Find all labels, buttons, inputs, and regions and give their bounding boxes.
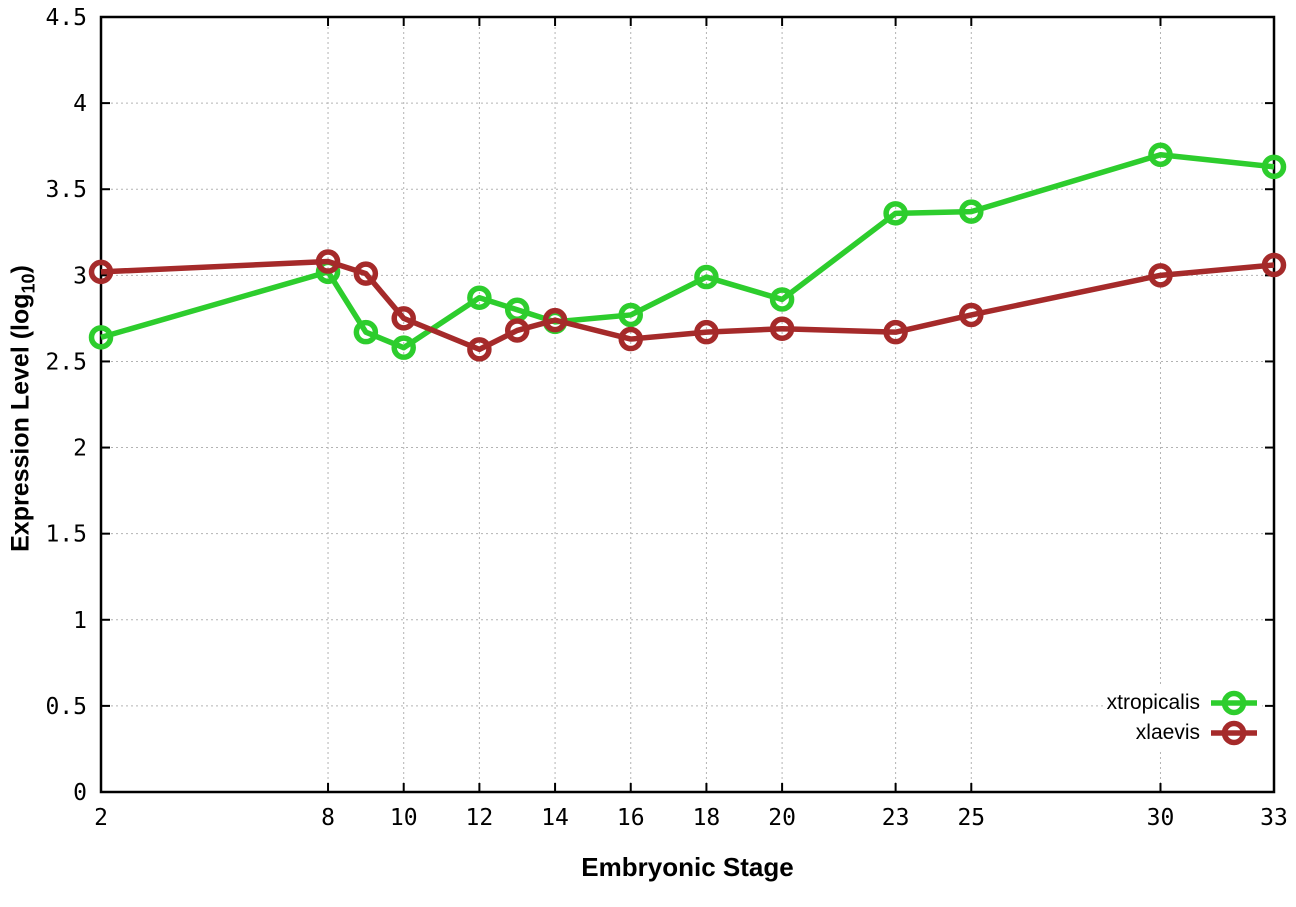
- y-tick-label: 3.5: [45, 177, 87, 203]
- grid-lines: [100, 16, 1275, 793]
- x-tick-label: 33: [1260, 805, 1288, 831]
- series-xtropicalis-line: [100, 152, 1275, 351]
- y-axis-title: Expression Level (log10): [7, 129, 40, 689]
- legend-marker-xlaevis-icon: [1211, 720, 1257, 746]
- y-tick-label: 3: [73, 263, 87, 289]
- axis-tick-labels: 2 8 10 12 14 16 18 20 23 25 30 33 0 0.5 1 1.5 2 2.5 3 3.5 4 4…: [45, 5, 1287, 831]
- data-point-xlaevis: [1148, 263, 1173, 288]
- data-point-xlaevis: [618, 326, 643, 352]
- data-point-xtropicalis: [467, 285, 492, 310]
- y-tick-label: 2.5: [45, 349, 87, 375]
- legend-marker-xtropicalis-icon: [1211, 690, 1257, 716]
- plot-border: [99, 15, 1276, 794]
- legend-label-xtropicalis: xtropicalis: [1106, 691, 1200, 714]
- x-tick-label: 18: [693, 805, 721, 831]
- y-axis-title-text: Expression Level (log: [6, 293, 35, 552]
- x-tick-label: 20: [768, 805, 796, 831]
- data-point-xlaevis: [769, 316, 795, 341]
- data-point-xlaevis: [542, 307, 568, 333]
- data-point-xtropicalis: [88, 325, 114, 350]
- x-tick-label: 12: [466, 805, 494, 831]
- y-axis-title-close-paren: ): [6, 265, 35, 274]
- y-tick-label: 0: [73, 780, 87, 806]
- data-point-xtropicalis: [694, 264, 719, 290]
- data-point-xlaevis: [315, 249, 341, 274]
- x-tick-label: 2: [94, 805, 108, 831]
- x-tick-label: 14: [541, 805, 569, 831]
- data-point-xlaevis: [504, 318, 530, 343]
- y-tick-label: 1: [73, 608, 87, 634]
- data-point-xlaevis: [391, 306, 416, 331]
- data-point-xtropicalis: [1261, 154, 1287, 180]
- x-tick-label: 30: [1147, 805, 1175, 831]
- x-tick-label: 16: [617, 805, 645, 831]
- series-xtropicalis: [88, 142, 1287, 360]
- x-tick-label: 25: [957, 805, 985, 831]
- x-tick-label: 23: [882, 805, 910, 831]
- data-point-xtropicalis: [883, 201, 908, 226]
- series-xlaevis: [88, 249, 1287, 362]
- y-tick-label: 2: [73, 436, 87, 462]
- data-point-xlaevis: [467, 337, 492, 362]
- legend-item-xtropicalis: xtropicalis: [1107, 689, 1258, 717]
- data-point-xlaevis: [694, 319, 719, 345]
- legend-label-xlaevis: xlaevis: [1135, 721, 1200, 744]
- data-point-xtropicalis: [959, 199, 984, 224]
- x-tick-label: 10: [390, 805, 418, 831]
- data-point-xtropicalis: [391, 335, 416, 360]
- x-tick-label: 8: [321, 805, 335, 831]
- data-point-xtropicalis: [618, 302, 643, 328]
- data-point-xlaevis: [353, 261, 379, 286]
- y-tick-label: 1.5: [45, 522, 87, 548]
- y-tick-label: 4.5: [45, 5, 87, 31]
- y-tick-label: 4: [73, 91, 87, 117]
- y-tick-label: 0.5: [45, 694, 87, 720]
- data-point-xtropicalis: [353, 319, 379, 345]
- legend: xtropicalis xlaevis: [1102, 687, 1262, 749]
- y-axis-title-subscript: 10: [18, 273, 39, 294]
- data-point-xlaevis: [1261, 252, 1287, 278]
- x-axis-title: Embryonic Stage: [581, 852, 794, 882]
- data-point-xtropicalis: [769, 287, 795, 312]
- data-point-xlaevis: [883, 319, 908, 345]
- data-point-xlaevis: [959, 302, 984, 328]
- data-point-xlaevis: [88, 259, 114, 285]
- data-point-xtropicalis: [1148, 142, 1173, 168]
- axis-tick-marks: [100, 16, 1275, 793]
- series-xlaevis-line: [100, 258, 1275, 353]
- legend-item-xlaevis: xlaevis: [1107, 719, 1258, 747]
